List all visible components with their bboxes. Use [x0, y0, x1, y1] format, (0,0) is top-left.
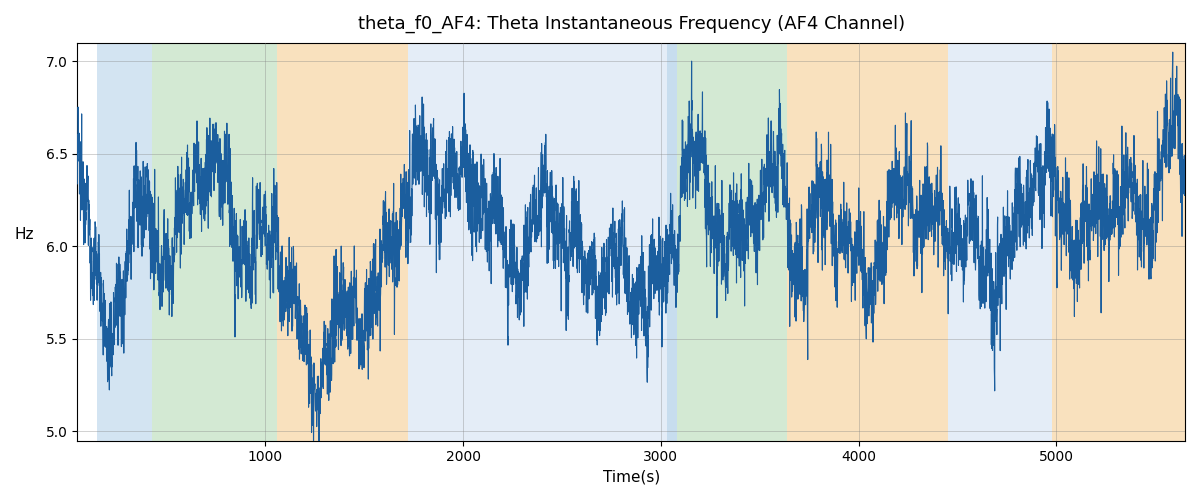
Title: theta_f0_AF4: Theta Instantaneous Frequency (AF4 Channel): theta_f0_AF4: Theta Instantaneous Freque… [358, 15, 905, 34]
X-axis label: Time(s): Time(s) [602, 470, 660, 485]
Bar [408, 43, 667, 440]
Bar [152, 43, 277, 440]
Bar [97, 43, 152, 440]
Bar [667, 43, 677, 440]
Y-axis label: Hz: Hz [14, 227, 35, 242]
Bar [787, 43, 948, 440]
Bar [948, 43, 1052, 440]
Bar [277, 43, 408, 440]
Bar [1052, 43, 1186, 440]
Bar [677, 43, 787, 440]
